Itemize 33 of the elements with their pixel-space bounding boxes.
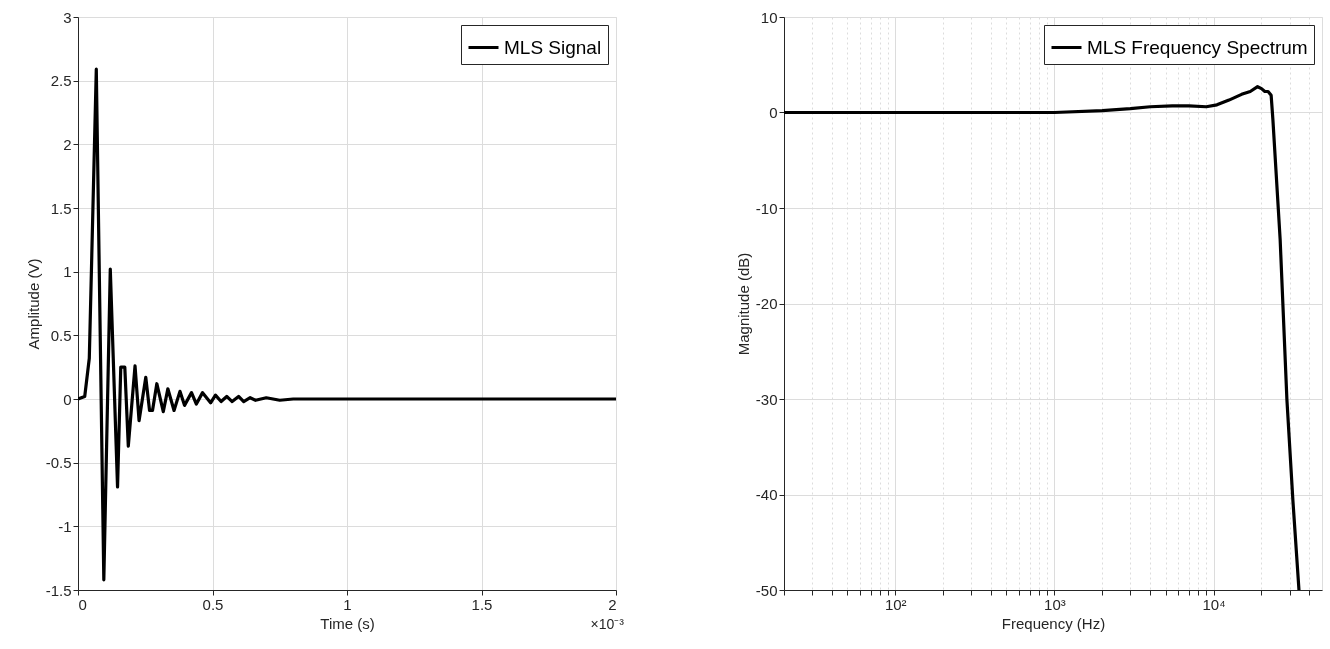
- y-tick-label: -30: [755, 390, 778, 408]
- y-tick-label: 2: [63, 135, 72, 153]
- y-tick-label: -1: [58, 517, 72, 535]
- y-axis-title: Magnitude (dB): [734, 252, 752, 356]
- x-tick-label: 0: [78, 595, 87, 613]
- x-axis-title: Frequency (Hz): [1001, 614, 1106, 632]
- y-tick-label: 2.5: [50, 72, 72, 90]
- y-tick-label: 0: [769, 104, 778, 121]
- y-tick-label: -10: [755, 199, 778, 217]
- x-tick-label: 1.5: [471, 595, 493, 613]
- y-tick-label: 1.5: [50, 199, 72, 217]
- text: ×10⁻³: [590, 616, 625, 632]
- y-tick-label: 0: [63, 390, 72, 408]
- x-tick-label: 0.5: [202, 595, 224, 613]
- line-series: [78, 67, 616, 582]
- x-tick-label: 10⁴: [1202, 595, 1226, 613]
- x-axis-title: Time (s): [320, 614, 375, 632]
- y-tick-label: 10: [760, 8, 778, 26]
- x-tick-label: 1: [343, 595, 352, 613]
- y-tick-label: -20: [755, 295, 778, 312]
- x-tick-label: 10²: [884, 595, 907, 613]
- legend-label: MLS Frequency Spectrum: [1087, 36, 1308, 58]
- y-tick-label: -40: [755, 486, 778, 503]
- y-tick-label: 1: [63, 263, 72, 281]
- y-tick-label: -50: [755, 581, 778, 599]
- y-tick-label: -1.5: [45, 581, 72, 599]
- y-tick-label: 0.5: [50, 326, 72, 344]
- y-axis-title: Amplitude (V): [24, 258, 42, 350]
- legend-label: MLS Signal: [504, 36, 602, 58]
- x-tick-label: 2: [608, 595, 617, 613]
- x-tick-label: 10³: [1044, 595, 1066, 613]
- y-tick-label: 3: [63, 8, 72, 26]
- y-tick-label: -0.5: [45, 454, 72, 472]
